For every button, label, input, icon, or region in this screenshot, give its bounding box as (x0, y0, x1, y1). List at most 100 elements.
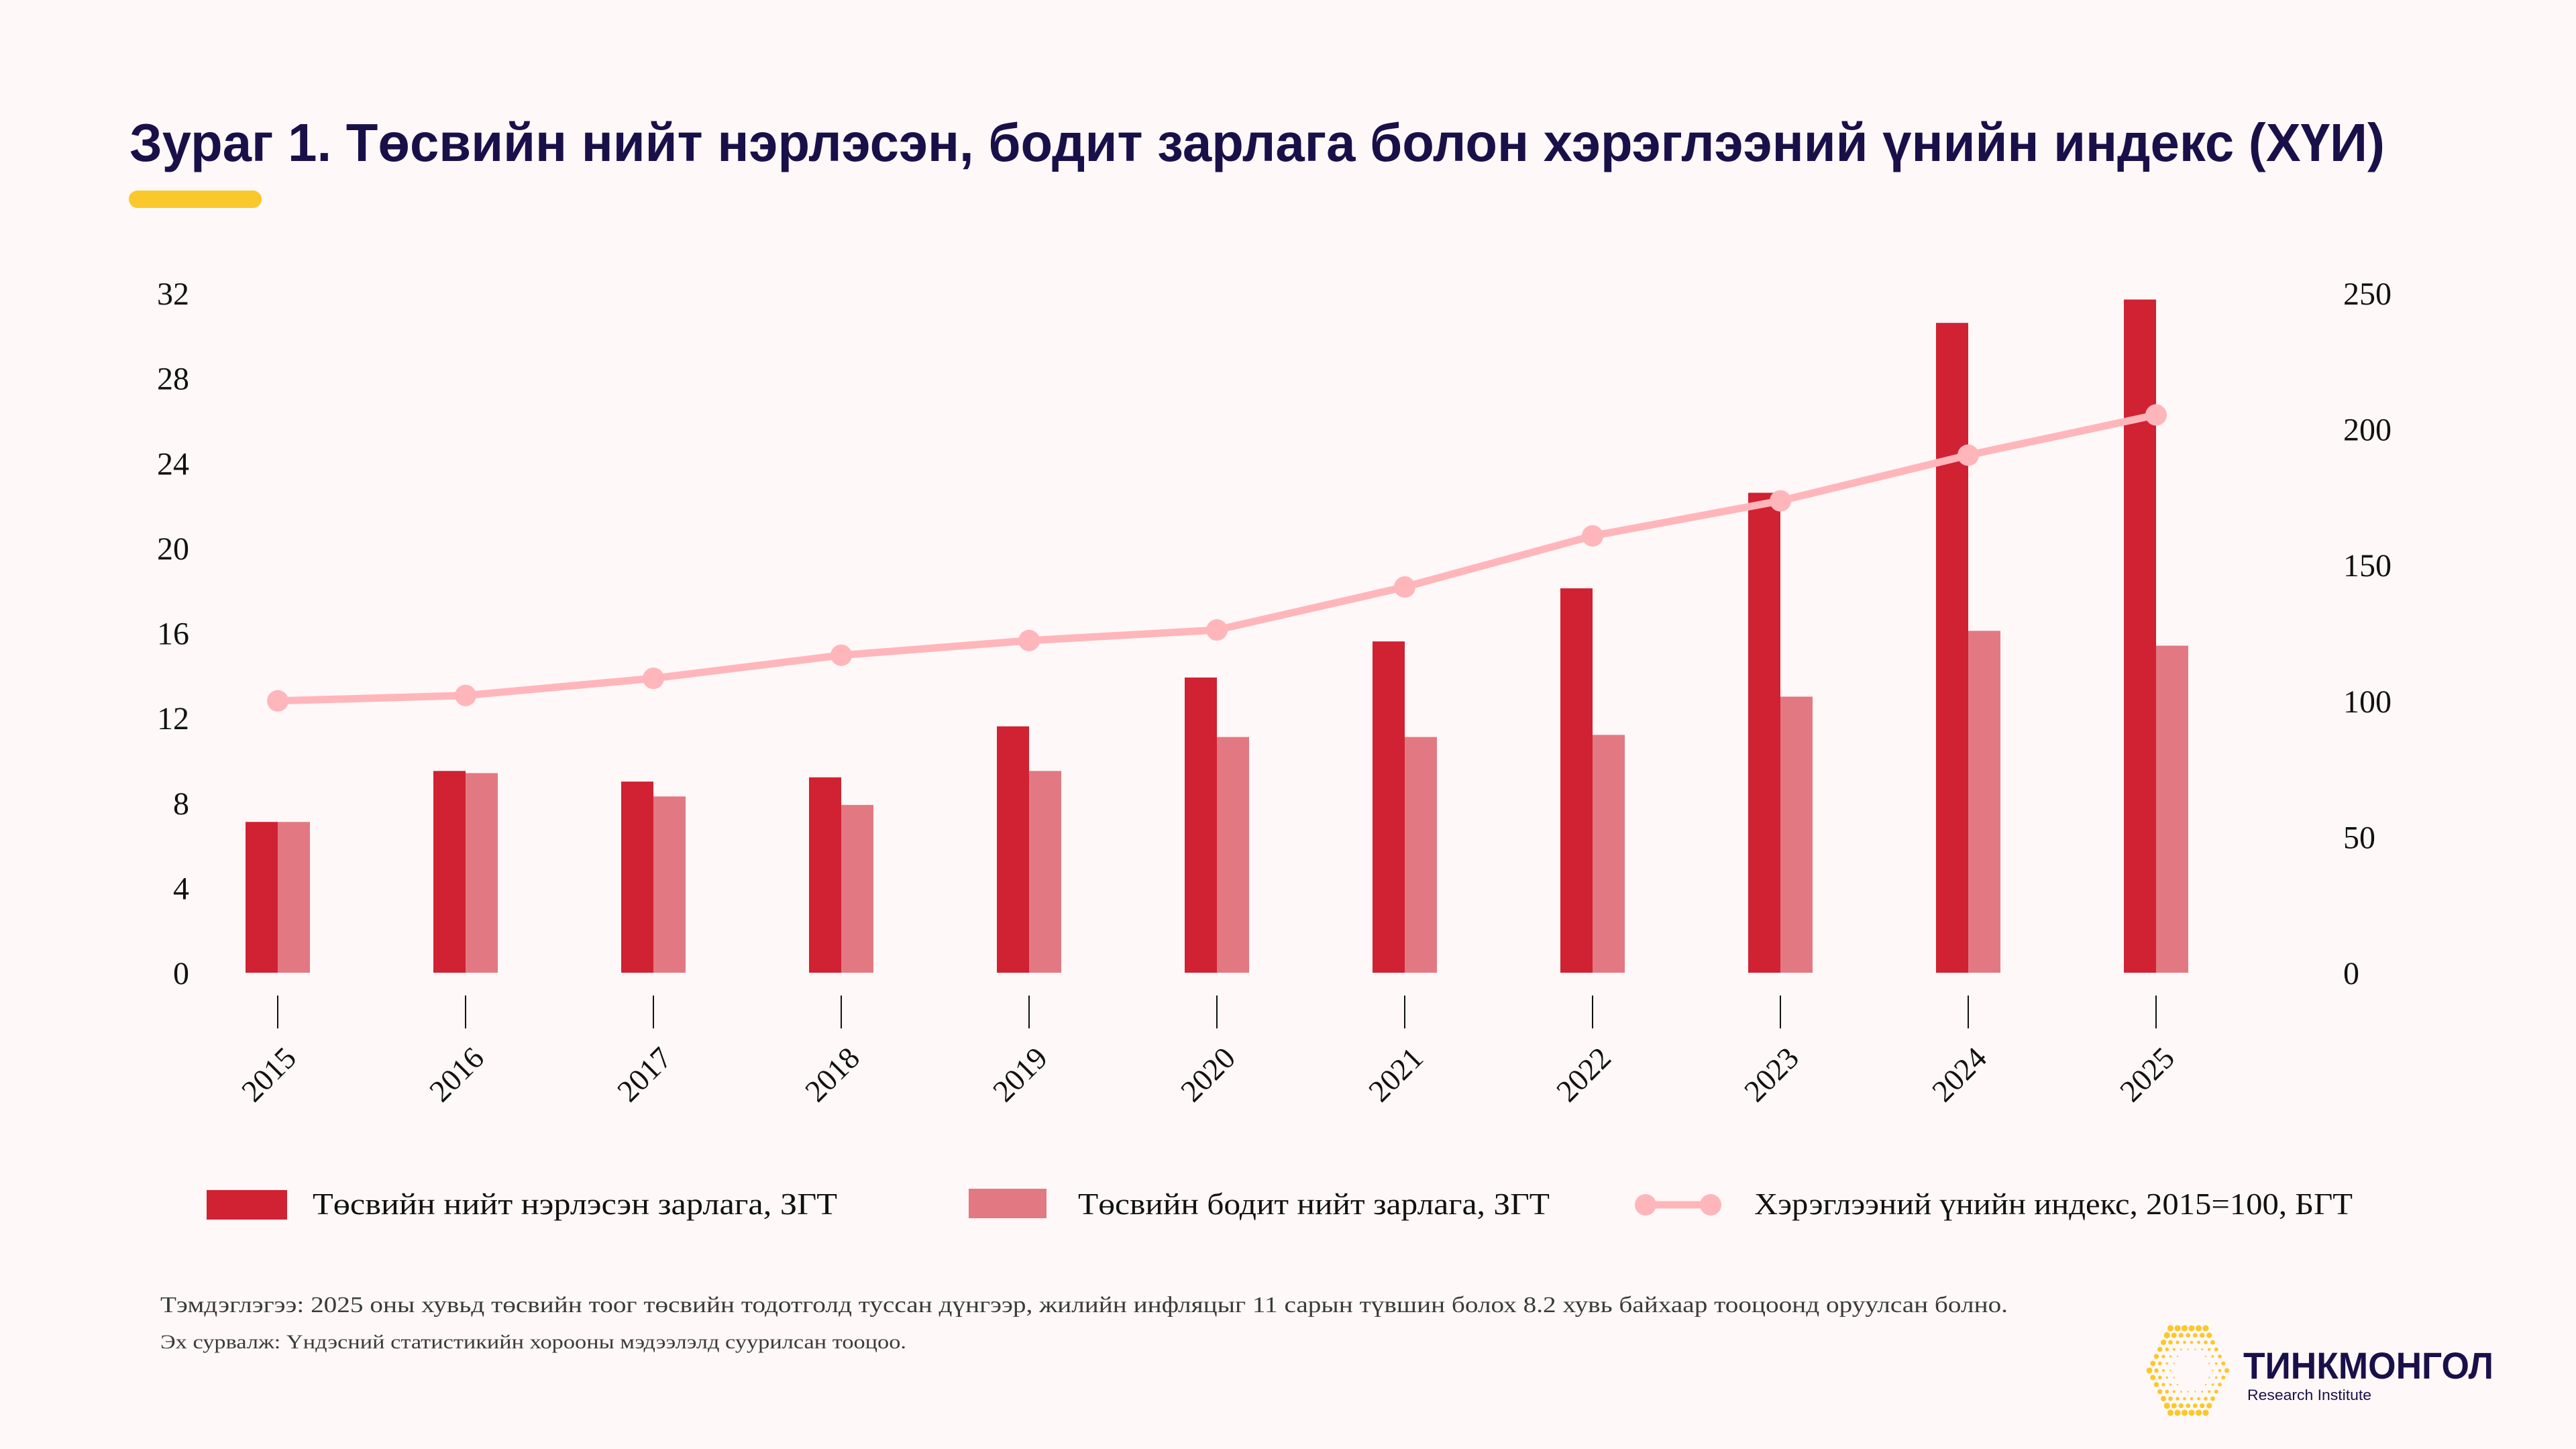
bar-nominal (1373, 641, 1405, 973)
logo-dot (2202, 1409, 2209, 1416)
logo-dot (2169, 1355, 2172, 1358)
logo-dot (2187, 1391, 2189, 1393)
logo-dot (2210, 1340, 2215, 1345)
logo-dot (2180, 1391, 2182, 1393)
logo-dot (2172, 1348, 2176, 1351)
logo-dot (2186, 1403, 2191, 1408)
bar-nominal (2124, 299, 2156, 973)
left-axis-tick-label: 0 (173, 956, 189, 991)
x-axis-tick-label: 2023 (1737, 1040, 1805, 1108)
bar-nominal (621, 782, 653, 973)
bar-real (653, 796, 686, 973)
logo-dot (2183, 1397, 2186, 1401)
legend-label-real: Төсвийн бодит нийт зарлага, ЗГТ (1078, 1187, 1550, 1221)
logo-dot (2163, 1332, 2170, 1339)
legend-swatch-real (969, 1189, 1046, 1218)
logo-dot (2214, 1362, 2218, 1365)
logo-dot (2173, 1377, 2175, 1379)
logo-dot (2153, 1382, 2159, 1387)
logo-dot (2172, 1390, 2176, 1393)
legend-marker-cpi (1635, 1194, 1656, 1216)
logo-dot (2171, 1332, 2177, 1338)
logo-dot (2168, 1396, 2173, 1401)
logo-dot (2208, 1348, 2211, 1351)
logo-dot (2171, 1403, 2177, 1409)
logo-dot (2167, 1409, 2174, 1416)
logo-dot (2208, 1377, 2210, 1379)
logo-dot (2218, 1383, 2222, 1387)
bar-real (1780, 696, 1813, 973)
right-axis-tick-label: 50 (2343, 820, 2375, 855)
bar-nominal (1936, 323, 1968, 973)
x-axis-tick-label: 2017 (610, 1040, 678, 1108)
cpi-point (1018, 629, 1040, 651)
left-axis-tick-label: 12 (157, 701, 189, 737)
logo-dot (2200, 1403, 2205, 1409)
logo-dot (2194, 1348, 2196, 1350)
legend-label-cpi: Хэрэглээний үнийн индекс, 2015=100, БГТ (1754, 1187, 2353, 1221)
bar-real (1593, 735, 1625, 973)
right-axis-tick-label: 100 (2343, 684, 2392, 720)
logo-dot (2208, 1390, 2211, 1393)
logo-dot (2165, 1389, 2169, 1394)
bar-real (1217, 737, 1249, 973)
footnote-note: Тэмдэглэгээ: 2025 оны хувьд төсвийн тоог… (160, 1293, 2008, 1318)
x-axis-tick-label: 2024 (1925, 1040, 1993, 1108)
logo-dot (2160, 1339, 2167, 1346)
logo-dot (2161, 1383, 2165, 1387)
left-axis-tick-label: 4 (173, 871, 189, 906)
logo-dot (2150, 1375, 2156, 1381)
logo-dot (2224, 1368, 2229, 1373)
cpi-line-path (277, 411, 2157, 705)
cpi-point (1582, 525, 1603, 547)
x-axis-tick-label: 2020 (1174, 1040, 1242, 1108)
series-real-bars (278, 631, 2188, 973)
logo-dot (2197, 1340, 2200, 1344)
logo-dot (2214, 1376, 2218, 1379)
legend: Төсвийн нийт нэрлэсэн зарлага, ЗГТ Төсви… (207, 1187, 2353, 1221)
logo-dot (2161, 1354, 2165, 1358)
logo-dot (2165, 1362, 2168, 1365)
logo-dot (2192, 1333, 2198, 1338)
bar-real (2156, 645, 2188, 973)
logo-dot (2204, 1340, 2208, 1344)
logo-dot (2174, 1409, 2181, 1416)
bar-real (466, 773, 498, 973)
logo-dot (2186, 1333, 2191, 1338)
logo-dot (2218, 1354, 2222, 1358)
logo-dot (2201, 1348, 2204, 1351)
legend-item-nominal: Төсвийн нийт нэрлэсэн зарлага, ЗГТ (207, 1187, 837, 1221)
logo-dot (2176, 1340, 2180, 1344)
logo-dot (2176, 1383, 2179, 1386)
left-axis: 0 4 8 12 16 20 24 28 32 (157, 276, 189, 991)
logo-dot (2157, 1346, 2163, 1352)
logo-dot (2183, 1340, 2186, 1344)
legend-item-real: Төсвийн бодит нийт зарлага, ЗГТ (969, 1187, 1550, 1221)
logo-dot (2190, 1397, 2194, 1401)
x-axis-tick-label: 2018 (798, 1040, 866, 1108)
page-title: Зураг 1. Төсвийн нийт нэрлэсэн, бодит за… (129, 113, 2385, 172)
logo: ТИНКМОНГОЛ Research Institute (2146, 1325, 2493, 1416)
logo-dot (2197, 1397, 2200, 1401)
logo-dot (2165, 1376, 2168, 1379)
logo-dot (2218, 1368, 2222, 1373)
logo-dot (2211, 1355, 2214, 1358)
logo-dot (2146, 1367, 2153, 1374)
logo-dot (2206, 1403, 2212, 1409)
logo-dot (2192, 1403, 2198, 1408)
right-axis-tick-label: 0 (2343, 956, 2359, 991)
bar-nominal (1560, 588, 1593, 973)
x-axis-tick-label: 2025 (2113, 1040, 2181, 1108)
left-axis-tick-label: 8 (173, 786, 189, 822)
logo-dot (2200, 1332, 2205, 1338)
logo-dot (2150, 1360, 2156, 1366)
logo-dot (2214, 1389, 2218, 1394)
cpi-point (830, 644, 852, 666)
logo-dot (2169, 1383, 2172, 1386)
right-axis-tick-label: 150 (2343, 548, 2392, 584)
right-axis-tick-label: 250 (2343, 276, 2392, 312)
logo-dot (2176, 1397, 2180, 1401)
logo-dot (2188, 1409, 2195, 1416)
right-axis: 0 50 100 150 200 250 (2343, 276, 2392, 991)
